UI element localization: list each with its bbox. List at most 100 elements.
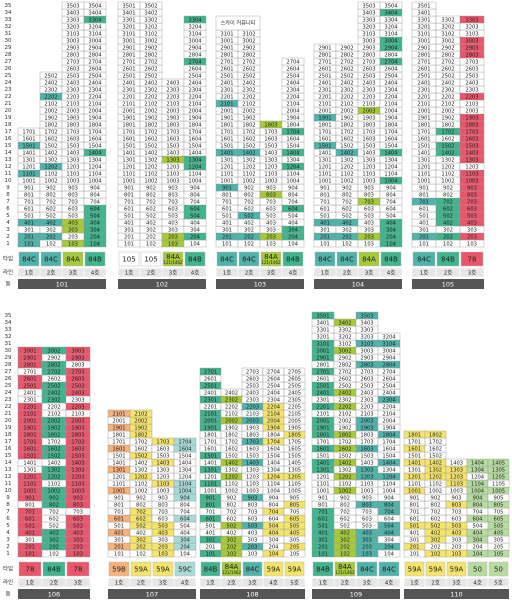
unit-number: 1003 [166,178,179,184]
unit-number: 403 [158,530,168,536]
unit-number: 1404 [286,150,300,156]
unit-number: 1201 [204,474,217,480]
line-label: 4호 [269,579,278,586]
unit-number: 3503 [66,3,79,9]
row-label: 라인 [3,268,13,276]
unit-number: 1104 [267,481,281,487]
unit-number: 2103 [360,411,373,417]
unit-number: 2304 [88,87,102,93]
unit-number: 1001 [316,488,329,494]
unit-number: 2302 [44,87,57,93]
unit-number: 1003 [450,488,463,494]
unit-number: 804 [90,192,101,198]
unit-number: 402 [342,220,352,226]
unit-number: 2001 [316,418,329,424]
unit-number: 2404 [267,390,281,396]
unit-number: 1103 [360,481,373,487]
unit-number: 1902 [340,115,353,121]
floor-label: 8 [6,502,10,508]
unit-number: 1703 [246,439,259,445]
building-bar [200,589,305,599]
unit-number: 3203 [360,334,373,340]
unit-number: 1603 [166,136,179,142]
unit-number: 604 [180,516,191,522]
unit-number: 1902 [134,425,147,431]
unit-number: 1504 [267,453,281,459]
type-label: 84A [362,256,376,264]
unit-number: 904 [269,495,280,501]
unit-number: 1303 [264,157,277,163]
unit-number: 3003 [71,348,84,354]
floor-label: 27 [5,59,12,65]
floor-label: 24 [5,80,12,86]
unit-number: 2401 [122,80,135,86]
unit-number: 3101 [417,31,430,37]
unit-number: 2101 [122,101,135,107]
unit-number: 3004 [188,38,202,44]
line-cell [283,577,306,588]
unit-number: 2203 [465,94,478,100]
unit-number: 201 [124,234,134,240]
unit-number: 1803 [465,122,478,128]
unit-number: 1703 [362,129,375,135]
unit-number: 505 [290,523,300,529]
unit-number: 801 [124,192,134,198]
unit-number: 2605 [288,376,301,382]
unit-number: 2703 [246,369,259,375]
unit-number: 1701 [122,129,135,135]
unit-number: 1802 [340,122,353,128]
unit-cell [199,367,222,376]
line-label: 4호 [385,579,394,586]
line-label: 3호 [452,579,461,586]
unit-number: 2604 [188,66,202,72]
unit-number: 1304 [286,157,300,163]
unit-number: 2703 [66,59,79,65]
unit-number: 2801 [122,52,135,58]
unit-number: 2701 [23,369,36,375]
unit-number: 2103 [465,101,478,107]
unit-number: 203 [248,544,258,550]
unit-number: 2304 [188,87,202,93]
unit-number: 1202 [338,474,351,480]
unit-number: 1804 [384,122,398,128]
unit-number: 2604 [382,376,396,382]
unit-number: 702 [340,509,350,515]
unit-number: 403 [68,220,78,226]
unit-number: 1203 [66,164,79,170]
unit-number: 2801 [316,362,329,368]
unit-number: 3303 [360,327,373,333]
floor-label: 14 [5,150,12,156]
unit-number: 1404 [88,150,102,156]
unit-number: 1003 [360,488,373,494]
unit-number: 1203 [362,164,375,170]
unit-number: 2402 [441,80,454,86]
unit-number: 2301 [316,397,329,403]
type-label: 59A [267,566,281,574]
unit-number: 602 [136,516,146,522]
unit-cell [379,1,403,10]
building-label: 108 [246,590,258,598]
floor-label: 2 [6,544,10,550]
unit-number: 1602 [47,446,60,452]
unit-number: 2104 [382,411,396,417]
unit-number: 1001 [220,178,233,184]
type-cell [200,561,221,577]
line-label: 1호 [321,269,330,276]
unit-number: 202 [227,544,237,550]
unit-cell [355,311,379,320]
unit-number: 201 [222,234,232,240]
type-cell [336,251,358,267]
unit-number: 2901 [316,355,329,361]
unit-number: 1601 [220,136,233,142]
line-label: 3호 [169,269,178,276]
unit-number: 601 [410,516,420,522]
unit-number: 2702 [338,369,351,375]
unit-number: 704 [90,199,101,205]
type-label: 105 [144,256,157,264]
unit-number: 1904 [88,115,102,121]
unit-number: 3004 [384,38,398,44]
type-cell [108,561,130,577]
unit-number: 2501 [417,73,430,79]
unit-number: 1604 [286,136,300,142]
unit-number: 1402 [225,460,238,466]
